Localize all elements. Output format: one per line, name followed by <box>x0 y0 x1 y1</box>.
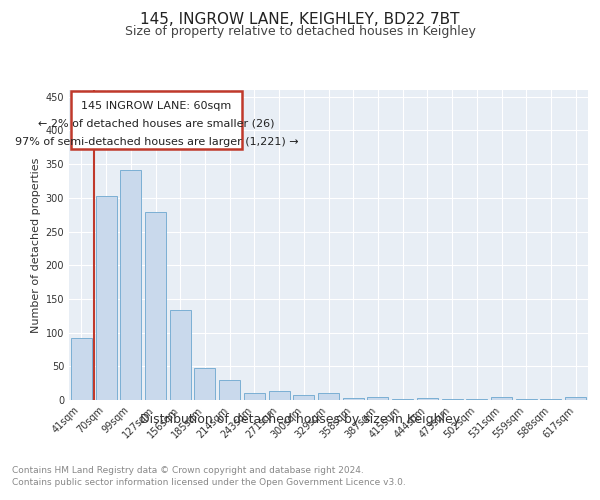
Bar <box>318 394 339 400</box>
Bar <box>219 380 240 400</box>
Text: Contains HM Land Registry data © Crown copyright and database right 2024.: Contains HM Land Registry data © Crown c… <box>12 466 364 475</box>
Bar <box>170 310 191 400</box>
Text: Distribution of detached houses by size in Keighley: Distribution of detached houses by size … <box>140 412 460 426</box>
Bar <box>71 92 242 148</box>
Bar <box>565 398 586 400</box>
Bar <box>244 392 265 400</box>
Bar <box>491 398 512 400</box>
Bar <box>145 212 166 400</box>
Text: 97% of semi-detached houses are larger (1,221) →: 97% of semi-detached houses are larger (… <box>14 137 298 147</box>
Bar <box>71 338 92 400</box>
Bar <box>95 196 116 400</box>
Text: Contains public sector information licensed under the Open Government Licence v3: Contains public sector information licen… <box>12 478 406 487</box>
Bar <box>120 170 141 400</box>
Text: ← 2% of detached houses are smaller (26): ← 2% of detached houses are smaller (26) <box>38 119 275 129</box>
Text: Size of property relative to detached houses in Keighley: Size of property relative to detached ho… <box>125 25 475 38</box>
Bar <box>367 398 388 400</box>
Text: 145, INGROW LANE, KEIGHLEY, BD22 7BT: 145, INGROW LANE, KEIGHLEY, BD22 7BT <box>140 12 460 28</box>
Bar <box>392 398 413 400</box>
Bar <box>293 394 314 400</box>
Bar <box>442 398 463 400</box>
Bar <box>417 398 438 400</box>
Text: 145 INGROW LANE: 60sqm: 145 INGROW LANE: 60sqm <box>82 101 232 111</box>
Bar <box>343 398 364 400</box>
Bar <box>269 391 290 400</box>
Bar <box>194 368 215 400</box>
Y-axis label: Number of detached properties: Number of detached properties <box>31 158 41 332</box>
